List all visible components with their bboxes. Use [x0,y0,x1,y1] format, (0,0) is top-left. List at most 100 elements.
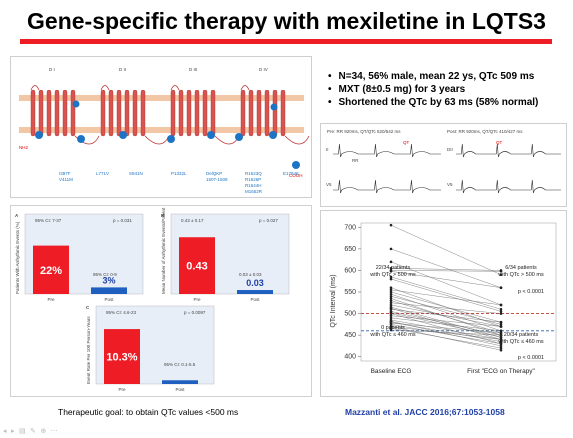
segment [186,89,192,137]
segment [100,89,106,137]
x-category: First "ECG on Therapy" [467,368,535,375]
membrane-top [19,95,304,101]
data-point [389,247,393,251]
bar-category: Pre [193,297,201,302]
p-value: p = 0.031 [113,218,132,223]
data-point [389,299,393,302]
y-tick-label: 650 [344,246,356,253]
qtc-annotation: 6/34 patients [505,265,537,271]
y-tick-label: 500 [344,311,356,318]
ecg-svg: Pre: RR 920ms, QT/QTc 520/542 ms Post: R… [322,125,565,205]
y-tick-label: 700 [344,224,356,231]
data-point [499,325,503,328]
data-point [389,277,393,281]
qtc-ylabel: QTc Interval (ms) [330,274,337,327]
panel-letter: A [15,213,19,218]
data-point [499,323,503,326]
loop [100,85,110,91]
data-point [389,223,393,227]
segment [178,89,184,137]
data-point [389,286,393,289]
p-value: p = 0.027 [259,218,278,223]
cooh-label: COOH [289,173,303,178]
y-tick-label: 600 [344,267,356,274]
bar-ci: 95% CI: 0-9 [93,272,117,277]
ecg-lead-post: DII [447,147,453,152]
segment [108,89,114,137]
ecg-trace [456,179,561,194]
pair-line [390,317,502,332]
pair-line [390,326,502,340]
data-point [389,303,393,307]
bar-ci: 0.43 ± 0.17 [181,218,204,223]
pair-line [390,268,502,271]
title-underline [20,39,552,44]
segment [256,89,262,137]
segment [38,89,44,137]
data-point [499,346,503,350]
data-point [389,266,393,270]
domain-label: D IV [259,67,268,72]
segment [116,89,122,137]
pair-line [390,309,502,323]
segment [240,89,246,137]
pair-line [390,319,502,340]
data-point [499,303,503,307]
bar-category: Pre [118,387,126,392]
bar [162,380,198,384]
pair-line [390,326,502,351]
x-category: Baseline ECG [371,368,412,375]
footer-citation[interactable]: Mazzanti et al. JACC 2016;67:1053-1058 [345,407,505,417]
pair-line [390,300,502,334]
qtc-annotation: with QTc > 500 ms [369,272,416,278]
bar [91,287,127,294]
bar [237,290,273,294]
segment [62,89,68,137]
pair-line [390,276,502,310]
panel-letter: C [86,305,90,310]
qtc-svg: 400 450 500 550 600 650 700 QTc Interval (ms) Ba… [330,222,557,375]
bar-category: Pre [47,297,55,302]
ecg-rr-pre: RR [352,158,359,163]
data-point [499,340,503,343]
ecg-pre-label: Pre: RR 920ms, QT/QTc 520/542 ms [327,129,401,134]
data-point [499,310,503,313]
data-point [499,342,503,346]
ecg-lead-pre: II [326,147,329,152]
bars-svg: Ap = 0.031 Patients With Arrhythmic Event… [15,207,290,392]
data-point [499,320,503,324]
ecg-panel: Pre: RR 920ms, QT/QTc 520/542 ms Post: R… [320,123,567,207]
pair-line [390,270,502,272]
linker [284,135,310,145]
segment [272,89,278,137]
mutation-label: P1332L [171,171,187,176]
segment [194,89,200,137]
bar-value-label: 10.3% [106,352,137,364]
data-point [389,290,393,294]
mutation-dot [269,131,277,139]
data-point [389,270,393,273]
pair-line [390,261,502,306]
data-point [389,325,393,328]
data-point [389,323,393,326]
pair-line [390,302,502,314]
mutation-label: R1626P [245,177,261,182]
bullet-1: N=34, 56% male, mean 22 ys, QTc 509 ms [328,70,538,83]
bar-value-label: 0.43 [186,261,207,273]
domain-label: D II [119,67,126,72]
footer-goal: Therapeutic goal: to obtain QTc values <… [58,407,239,417]
data-point [389,314,393,318]
data-point [499,333,503,337]
data-point [389,292,393,296]
ecg-trace [333,179,441,194]
pair-line [390,328,502,349]
qtc-annotation: with QTc > 500 ms [497,272,544,278]
mutation-label: M1652R [245,189,263,194]
qtc-annotation: with QTc ≤ 460 ms [369,332,415,338]
loop [170,85,180,91]
p-value: p = 0.0097 [184,310,206,315]
data-point [389,288,393,292]
bar-category: Post [250,297,260,302]
bar-category: Post [104,297,114,302]
mutation-label: E1784K [283,171,299,176]
